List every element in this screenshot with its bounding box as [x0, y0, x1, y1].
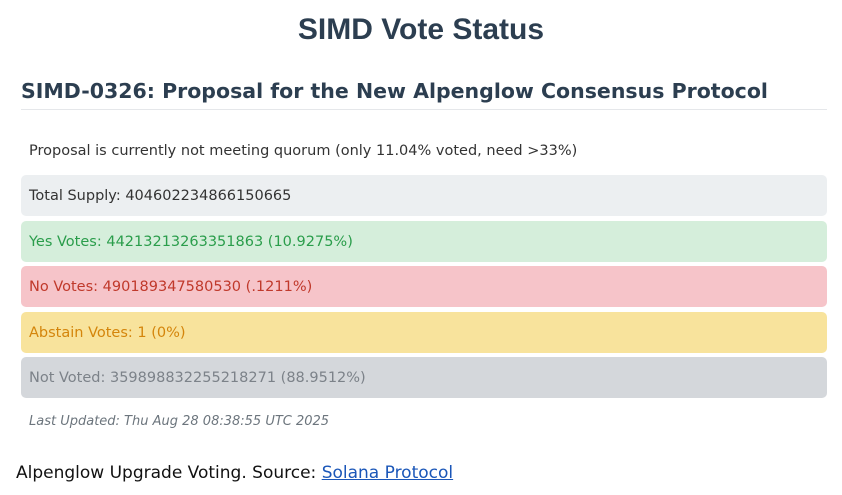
caption-text: Alpenglow Upgrade Voting. Source: [16, 463, 322, 483]
abstain-votes-percent: (0%) [151, 324, 186, 341]
abstain-votes-value: 1 [137, 324, 147, 341]
no-votes-box: No Votes: 490189347580530 (.1211%) [21, 266, 827, 307]
not-voted-percent: (88.9512%) [280, 369, 366, 386]
abstain-votes-box: Abstain Votes: 1 (0%) [21, 312, 827, 353]
no-votes-percent: (.1211%) [245, 278, 313, 295]
page-title: SIMD Vote Status [297, 13, 545, 46]
proposal-title: SIMD-0326: Proposal for the New Alpenglo… [21, 79, 768, 103]
yes-votes-label: Yes Votes: [29, 233, 102, 250]
quorum-status-text: Proposal is currently not meeting quorum… [29, 143, 578, 159]
yes-votes-percent: (10.9275%) [267, 233, 353, 250]
total-supply-value: 404602234866150665 [125, 187, 292, 204]
abstain-votes-label: Abstain Votes: [29, 324, 133, 341]
no-votes-value: 490189347580530 [102, 278, 242, 295]
last-updated-timestamp: Last Updated: Thu Aug 28 08:38:55 UTC 20… [29, 414, 330, 429]
yes-votes-box: Yes Votes: 44213213263351863 (10.9275%) [21, 221, 827, 262]
total-supply-label: Total Supply: [29, 187, 121, 204]
title-divider [21, 109, 827, 110]
yes-votes-value: 44213213263351863 [106, 233, 264, 250]
source-link[interactable]: Solana Protocol [321, 463, 454, 483]
not-voted-label: Not Voted: [29, 369, 106, 386]
figure-caption: Alpenglow Upgrade Voting. Source: Solana… [16, 460, 453, 486]
not-voted-value: 359898832255218271 [109, 369, 277, 386]
not-voted-box: Not Voted: 359898832255218271 (88.9512%) [21, 357, 827, 398]
total-supply-box: Total Supply: 404602234866150665 [21, 175, 827, 216]
no-votes-label: No Votes: [29, 278, 99, 295]
